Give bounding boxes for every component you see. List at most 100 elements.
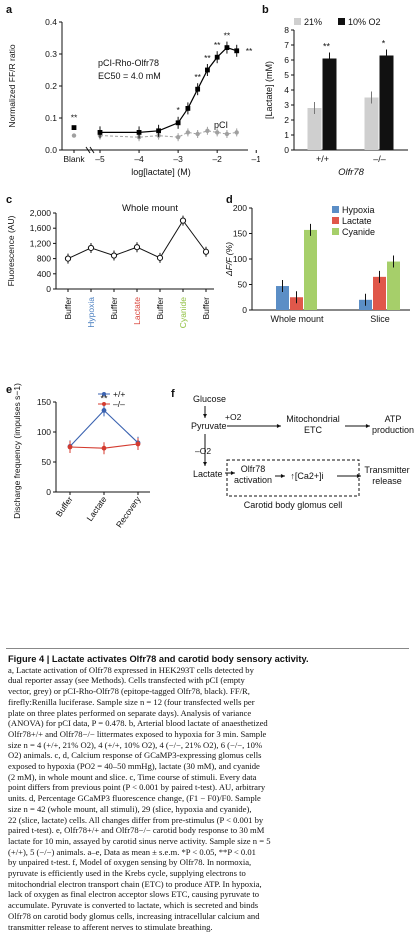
panel-e-chart: e 0 50 100 150 Discharge frequency (impulses …	[6, 383, 150, 530]
x-tick-label: Buffer	[54, 494, 75, 518]
y-tick-label: 6	[284, 55, 289, 65]
bar	[290, 297, 303, 310]
caption-line: exposed to hypoxia (PO2 = 40–50 mmHg), l…	[8, 761, 260, 772]
x-tick-label: Buffer	[155, 297, 165, 320]
data-point	[179, 217, 187, 224]
arrowhead	[280, 474, 285, 478]
significance-marker: **	[100, 393, 108, 403]
release-label: release	[372, 476, 402, 486]
y-tick-label: 8	[284, 25, 289, 35]
caption-line: mitochondrial electron transport chain (…	[8, 878, 262, 889]
caption-line: dual reporter assay (see Methods). Cells…	[8, 675, 245, 686]
y-tick-label: 0.3	[45, 49, 57, 59]
bar	[322, 58, 337, 150]
construct-point	[205, 67, 210, 73]
x-tick-label: Lactate	[132, 297, 142, 325]
activation-label: activation	[234, 475, 272, 485]
data-point	[133, 244, 141, 251]
pci-label: pCI	[214, 120, 228, 130]
x-tick-label: –/–	[373, 154, 386, 164]
bar	[373, 276, 386, 310]
glucose-label: Glucose	[193, 394, 226, 404]
glomus-cell-label: Carotid body glomus cell	[244, 500, 343, 510]
caption-line: vector, grey) or pCI-Rho-Olfr78 (epitope…	[8, 686, 250, 697]
panel-a-chart: a 0.0 0.1 0.2 0.3 0.4 Blank –5 –4 –3 –2 –1 log[lacta…	[6, 4, 260, 177]
legend-swatch	[332, 206, 339, 213]
pci-blank-point	[71, 133, 77, 138]
x-group-label: Olfr78	[338, 167, 365, 178]
significance-marker: **	[323, 42, 331, 52]
caption-line: (ANOVA) for pCI data, P = 0.478. b, Arte…	[8, 718, 268, 729]
y-tick-label: 0	[46, 284, 51, 294]
x-axis-label: log[lactate] (M)	[131, 167, 191, 177]
panel-label: e	[6, 384, 12, 396]
bar	[387, 261, 400, 310]
bar	[364, 97, 379, 150]
caption-line: Olfr78 on carotid body glomus cells, inc…	[8, 910, 260, 921]
axis-break	[85, 146, 91, 154]
production-label: production	[372, 425, 414, 435]
bar	[379, 55, 394, 150]
caption-line: (2 mM), in whole mount and slice. c, Tim…	[8, 771, 257, 782]
significance-marker: *	[176, 105, 180, 115]
arrowhead	[230, 471, 235, 475]
data-point	[135, 441, 141, 447]
arrowhead	[356, 474, 361, 478]
legend-label: Cyanide	[342, 227, 375, 237]
figure-caption: Figure 4 | Lactate activates Olfr78 and …	[8, 654, 410, 932]
y-axis-label: [Lactate] (mM)	[264, 61, 274, 119]
transmitter-label: Transmitter	[364, 465, 409, 475]
x-tick-label: Recovery	[114, 494, 143, 530]
plus-o2-label: +O2	[225, 412, 242, 422]
significance-marker: **	[204, 53, 211, 63]
y-axis-label: Discharge frequency (impulses s−1)	[12, 383, 22, 519]
legend-label: 21%	[304, 17, 322, 27]
caption-line: 22 (slice, lactate) cells. All changes d…	[8, 814, 264, 825]
construct-point	[156, 128, 161, 134]
axis-break	[89, 146, 95, 154]
construct-blank-point	[71, 125, 77, 130]
calcium-label: ↑[Ca2+]i	[290, 471, 323, 481]
y-tick-label: 200	[233, 203, 247, 213]
y-tick-label: 150	[37, 397, 51, 407]
data-point	[87, 244, 95, 252]
x-tick-label: Blank	[63, 154, 85, 164]
legend-swatch	[332, 228, 339, 235]
etc-label: ETC	[304, 425, 323, 435]
y-axis-label: Fluorescence (AU)	[6, 215, 16, 286]
panel-label: d	[226, 194, 233, 206]
y-tick-label: 100	[37, 427, 51, 437]
x-tick-label: Whole mount	[270, 314, 324, 324]
legend-swatch	[294, 18, 301, 25]
construct-point	[224, 45, 230, 50]
arrowhead	[203, 461, 207, 466]
x-tick-label: Slice	[370, 314, 390, 324]
y-tick-label: 4	[284, 85, 289, 95]
y-tick-label: 2,000	[30, 208, 52, 218]
panel-label: f	[171, 388, 175, 400]
caption-line: a, Lactate activation of Olfr78 expresse…	[8, 664, 254, 675]
chart-title: Whole mount	[122, 203, 178, 214]
x-tick-label: Buffer	[109, 297, 119, 320]
data-point	[101, 408, 107, 413]
significance-marker: **	[224, 31, 231, 41]
data-point	[67, 444, 73, 450]
y-tick-label: 1	[284, 130, 289, 140]
caption-line: firefly:Renilla luciferase. Sample size …	[8, 696, 255, 707]
panel-d-chart: d 0 50 100 150 200 ΔF/F (%) HypoxiaLactateCyani…	[224, 194, 410, 324]
mito-label: Mitochondrial	[286, 414, 340, 424]
y-tick-label: 1,600	[30, 223, 52, 233]
y-axis-label: Normalized FF/R ratio	[7, 44, 17, 127]
y-tick-label: 7	[284, 40, 289, 50]
construct-point	[234, 48, 240, 54]
significance-marker: **	[214, 40, 221, 50]
y-tick-label: 0	[284, 145, 289, 155]
y-tick-label: 400	[37, 269, 51, 279]
caption-line: O2) animals. c, d, Calcium response of G…	[8, 750, 262, 761]
significance-marker: **	[246, 46, 253, 56]
x-tick-label: –4	[134, 154, 144, 164]
legend-label: +/+	[113, 389, 125, 399]
caption-line: by unpaired t-test. f, Model of oxygen s…	[8, 857, 252, 868]
bar	[304, 229, 317, 310]
